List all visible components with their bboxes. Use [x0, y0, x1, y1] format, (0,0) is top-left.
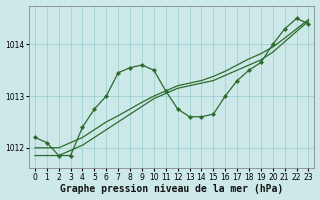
X-axis label: Graphe pression niveau de la mer (hPa): Graphe pression niveau de la mer (hPa): [60, 184, 283, 194]
